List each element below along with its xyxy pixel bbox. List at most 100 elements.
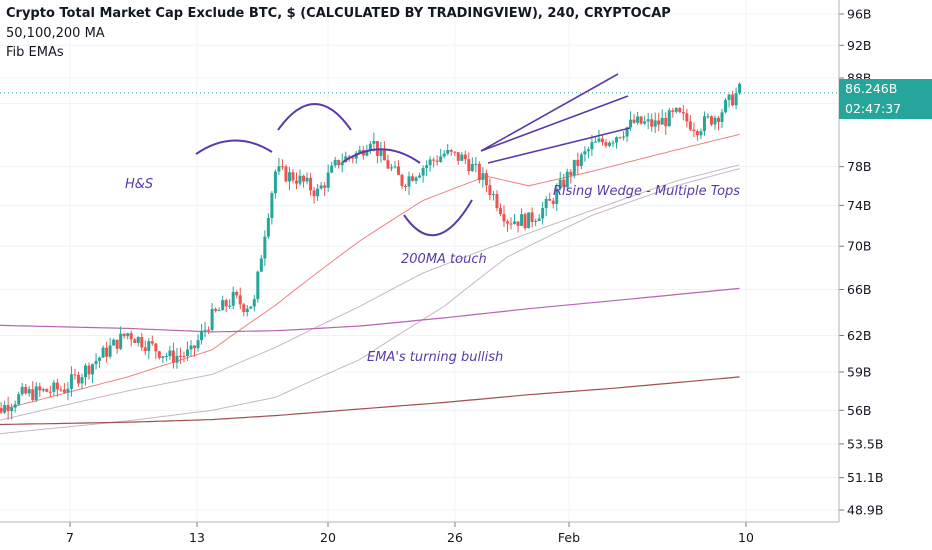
candle-body	[520, 214, 524, 226]
candle-body	[80, 377, 84, 384]
candle-body	[523, 214, 527, 229]
indicator-ma-label[interactable]: 50,100,200 MA	[6, 26, 105, 41]
y-tick-label: 96B	[847, 7, 871, 22]
candle-body	[10, 407, 14, 412]
indicator-fib-ema-label[interactable]: Fib EMAs	[6, 45, 64, 60]
candle-body	[140, 337, 144, 348]
candle-body	[133, 339, 137, 343]
candle-body	[400, 174, 404, 187]
y-tick-label: 53.5B	[847, 436, 883, 451]
candle-body	[734, 93, 738, 106]
candle-body	[284, 166, 288, 182]
candle-body	[667, 110, 671, 127]
candle-body	[600, 138, 604, 143]
candle-body	[316, 188, 320, 197]
candle-body	[488, 185, 492, 196]
chart-axes: 96B92B88B85B78B74B70B66B62B59B56B53.5B51…	[0, 0, 883, 545]
candle-body	[453, 151, 457, 153]
candle-body	[245, 308, 249, 313]
candle-body	[228, 305, 232, 307]
candle-body	[544, 198, 548, 209]
candle-body	[302, 175, 306, 182]
series-line-50-ma	[0, 133, 740, 411]
candle-body	[203, 329, 207, 331]
candle-body	[720, 112, 724, 123]
candle-body	[87, 365, 91, 375]
candle-body	[379, 149, 383, 156]
candle-body	[463, 154, 467, 160]
candle-body	[625, 127, 629, 137]
candle-body	[298, 175, 302, 184]
candle-body	[280, 166, 284, 168]
candle-body	[235, 291, 239, 296]
candle-body	[13, 404, 17, 408]
candle-body	[143, 347, 147, 352]
candle-body	[147, 341, 151, 352]
last-price-tag: 86.246B	[839, 79, 932, 99]
wedge-lower-trendline	[487, 127, 631, 164]
candle-body	[717, 117, 720, 123]
candle-body	[636, 116, 640, 123]
candle-body	[105, 347, 109, 357]
candle-body	[31, 389, 35, 400]
candle-body	[259, 258, 263, 272]
candle-body	[266, 218, 270, 237]
candle-body	[685, 113, 689, 122]
moving-average-lines	[0, 133, 740, 435]
candle-body	[688, 121, 692, 130]
candle-body	[639, 116, 643, 124]
candle-body	[590, 142, 594, 150]
candle-body	[150, 341, 154, 344]
candle-body	[200, 330, 204, 341]
candle-body	[161, 356, 165, 358]
candle-body	[196, 340, 200, 349]
candle-body	[291, 172, 295, 181]
candle-body	[84, 365, 87, 378]
candle-body	[52, 382, 56, 392]
candle-body	[154, 343, 158, 352]
candle-body	[175, 355, 179, 363]
candle-body	[185, 349, 189, 357]
candle-body	[3, 405, 7, 413]
y-tick-label: 78B	[847, 159, 871, 174]
candle-body	[333, 159, 337, 166]
candle-body	[442, 153, 446, 157]
candle-body	[295, 180, 298, 184]
candle-body	[460, 154, 464, 161]
candle-body	[643, 121, 647, 124]
candle-body	[210, 308, 214, 331]
candle-body	[256, 271, 260, 300]
candle-body	[692, 129, 696, 132]
candle-body	[171, 350, 175, 363]
candle-body	[94, 360, 98, 365]
candle-body	[527, 212, 531, 229]
candle-body	[277, 166, 281, 172]
candle-body	[404, 186, 408, 188]
candle-body	[112, 339, 116, 346]
candle-body	[586, 149, 590, 152]
annotation-emas-bullish: EMA's turning bullish	[367, 350, 504, 365]
candle-body	[351, 157, 355, 159]
y-tick-label: 51.1B	[847, 470, 883, 485]
candle-body	[724, 100, 728, 113]
chart-title: Crypto Total Market Cap Exclude BTC, $ (…	[6, 6, 671, 21]
candle-body	[548, 198, 552, 201]
annotation-rising-wedge: Rising Wedge - Multiple Tops	[553, 184, 741, 199]
candle-body	[389, 167, 393, 169]
y-tick-label: 56B	[847, 403, 871, 418]
x-tick-label: 7	[66, 530, 74, 545]
annotation-200ma-touch: 200MA touch	[401, 252, 487, 267]
hs-right-shoulder-arc	[342, 148, 421, 164]
candle-body	[73, 374, 77, 376]
candle-body	[340, 162, 344, 166]
candle-body	[305, 177, 309, 182]
candle-body	[562, 179, 566, 188]
candle-body	[593, 141, 597, 143]
candle-body	[597, 138, 601, 142]
y-tick-label: 74B	[847, 198, 871, 213]
candle-body	[583, 151, 587, 155]
candle-body	[474, 163, 478, 165]
candle-body	[323, 185, 327, 188]
candle-body	[59, 389, 63, 391]
